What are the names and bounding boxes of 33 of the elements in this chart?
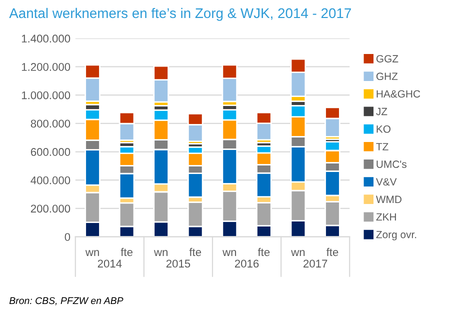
x-tick-label: fte (258, 248, 270, 256)
text: 2016 (234, 260, 259, 268)
x-tick-label: fte (120, 248, 132, 256)
legend-label: GHZ (376, 72, 398, 80)
x-tick-label: wn (291, 250, 305, 256)
y-tick-label: 1.000.000 (22, 91, 70, 100)
y-tick-label: 1.400.000 (22, 34, 70, 43)
legend-label: UMC's (376, 160, 406, 168)
legend-label: TZ (376, 143, 388, 150)
x-tick-label: wn (154, 250, 168, 256)
x-tick-label: fte (326, 248, 338, 256)
x-tick-label: fte (189, 248, 202, 256)
y-tick-label: 200.000 (30, 204, 70, 213)
legend-label: V&V (376, 178, 397, 186)
text: 2014 (98, 260, 122, 268)
text: 2017 (304, 260, 328, 268)
y-tick-label: 600.000 (30, 148, 70, 156)
legend-label: Zorg ovr. (376, 230, 416, 240)
legend-label: WMD (376, 196, 402, 203)
x-tick-label: wn (222, 250, 236, 256)
y-tick-label: 800.000 (30, 120, 70, 128)
legend-label: KO (376, 125, 390, 133)
y-tick-label: 400.000 (30, 176, 70, 184)
legend-label: JZ (376, 108, 388, 116)
y-tick-label: 1.200.000 (22, 63, 70, 71)
chart-title: Aantal werknemers en fte’s in Zorg & WJK, 2014 - 2017 (9, 8, 351, 21)
x-tick-label: wn (85, 250, 99, 256)
legend-label: GGZ (376, 55, 398, 62)
legend-label: HA&GHC (376, 90, 420, 98)
legend-label: ZKH (376, 213, 396, 221)
y-tick-label: 0 (64, 233, 70, 241)
text: Bron: CBS, PFZW en ABP (9, 297, 124, 306)
text: 2015 (166, 260, 190, 268)
